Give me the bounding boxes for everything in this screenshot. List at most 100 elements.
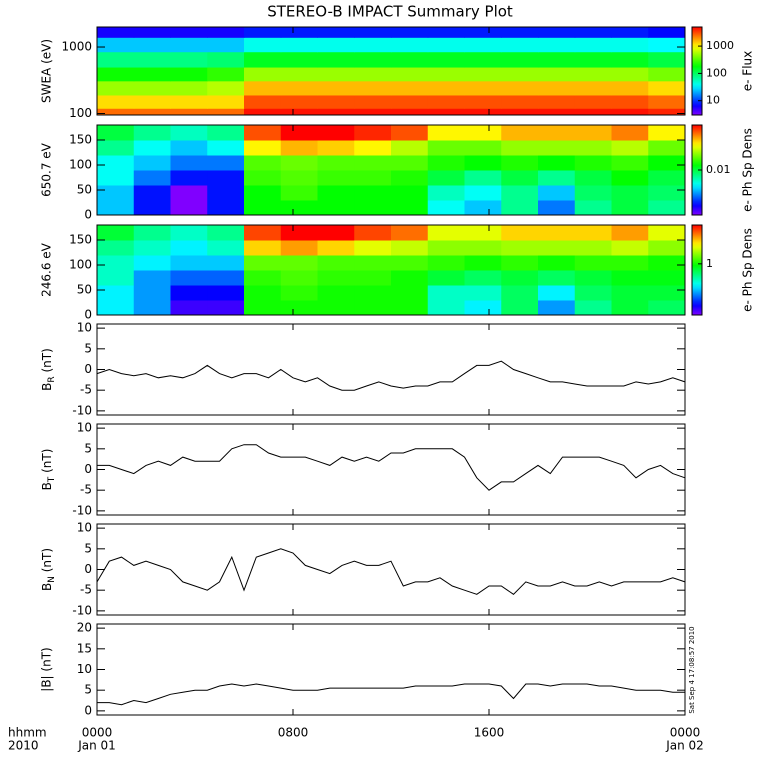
heat-cell [574, 94, 612, 109]
heat-cell [648, 285, 686, 301]
y-tick-label: -10 [72, 403, 92, 417]
heat-cell [280, 108, 318, 116]
heat-cell [611, 270, 649, 286]
panel-frame [96, 224, 686, 316]
heat-cell [611, 285, 649, 301]
heat-cell [538, 240, 576, 256]
data-line [97, 444, 686, 491]
heat-cell [574, 170, 612, 186]
y-tick-label: 100 [69, 258, 92, 272]
heat-cell [501, 37, 539, 53]
heat-cell [133, 255, 171, 271]
heat-cell [170, 170, 208, 186]
y-label-sub: T [47, 476, 57, 483]
heat-cell [280, 200, 318, 216]
heat-cell [464, 125, 502, 141]
heat-cell [354, 80, 392, 96]
heat-cell [280, 94, 318, 109]
heat-cell [133, 270, 171, 286]
heat-cell [538, 67, 576, 82]
heat-cell [97, 240, 135, 256]
heat-cell [207, 200, 245, 216]
heat-cell [280, 155, 318, 171]
heat-cell [648, 51, 686, 68]
heat-cell [354, 94, 392, 109]
heat-cell [354, 270, 392, 286]
y-axis-label: BN (nT) [40, 548, 57, 591]
heat-cell [317, 125, 355, 141]
y-tick-label: 0 [84, 362, 92, 376]
heat-cell [280, 27, 318, 38]
heat-cell [391, 170, 429, 186]
y-axis-label: SWEA (eV) [40, 39, 54, 103]
heat-cell [280, 67, 318, 82]
heat-cell [464, 155, 502, 171]
heat-cell [97, 270, 135, 286]
heat-cell [464, 270, 502, 286]
heat-cell [244, 225, 282, 241]
y-axis-label: 246.6 eV [40, 242, 54, 297]
x-tick-label: 0800 [278, 726, 309, 740]
heat-cell [244, 300, 282, 316]
heat-cell [354, 255, 392, 271]
heat-cell [611, 37, 649, 53]
heat-cell [611, 108, 649, 116]
heat-cell [354, 300, 392, 316]
heat-cell [427, 285, 465, 301]
heat-cell [354, 200, 392, 216]
heat-cell [464, 255, 502, 271]
heat-cell [280, 140, 318, 156]
y-tick-label: -5 [80, 383, 92, 397]
heat-cell [538, 300, 576, 316]
heat-cell [133, 140, 171, 156]
heat-cell [170, 67, 208, 82]
y-tick-label: 10 [77, 662, 92, 676]
heat-cell [207, 240, 245, 256]
y-tick-label: -5 [80, 483, 92, 497]
heat-cell [611, 51, 649, 68]
y-tick-label: 1000 [61, 40, 92, 54]
heat-cell [97, 140, 135, 156]
heat-cell [354, 240, 392, 256]
heat-cell [464, 225, 502, 241]
heat-cell [391, 300, 429, 316]
heat-cell [538, 27, 576, 38]
heat-cell [207, 37, 245, 53]
panel-frame [96, 26, 686, 116]
heat-cell [391, 125, 429, 141]
y-label-main: B [40, 583, 54, 591]
heat-cell [391, 285, 429, 301]
y-tick-label: -10 [72, 503, 92, 517]
heat-cell [538, 225, 576, 241]
heat-cell [244, 185, 282, 201]
heat-cell [611, 225, 649, 241]
heat-cell [133, 300, 171, 316]
heat-cell [501, 255, 539, 271]
heat-cell [207, 155, 245, 171]
y-axis-label: |B| (nT) [40, 647, 54, 691]
heat-cell [574, 155, 612, 171]
heat-cell [133, 125, 171, 141]
y-tick-label: 0 [84, 562, 92, 576]
plot-title: STEREO-B IMPACT Summary Plot [267, 3, 513, 21]
heat-cell [538, 94, 576, 109]
heat-cell [427, 200, 465, 216]
heat-cell [464, 37, 502, 53]
heat-cell [207, 225, 245, 241]
heat-cell [317, 300, 355, 316]
heat-cell [427, 125, 465, 141]
y-label-unit: (nT) [40, 348, 54, 376]
heat-cell [574, 185, 612, 201]
heat-cell [538, 270, 576, 286]
y-tick-label: 10 [77, 421, 92, 435]
heat-cell [280, 285, 318, 301]
heat-cell [574, 240, 612, 256]
heat-cell [317, 225, 355, 241]
heat-cell [280, 300, 318, 316]
heat-cell [611, 185, 649, 201]
heat-cell [97, 300, 135, 316]
heat-cell [574, 225, 612, 241]
heat-cell [648, 270, 686, 286]
heat-cell [280, 255, 318, 271]
heat-cell [611, 125, 649, 141]
